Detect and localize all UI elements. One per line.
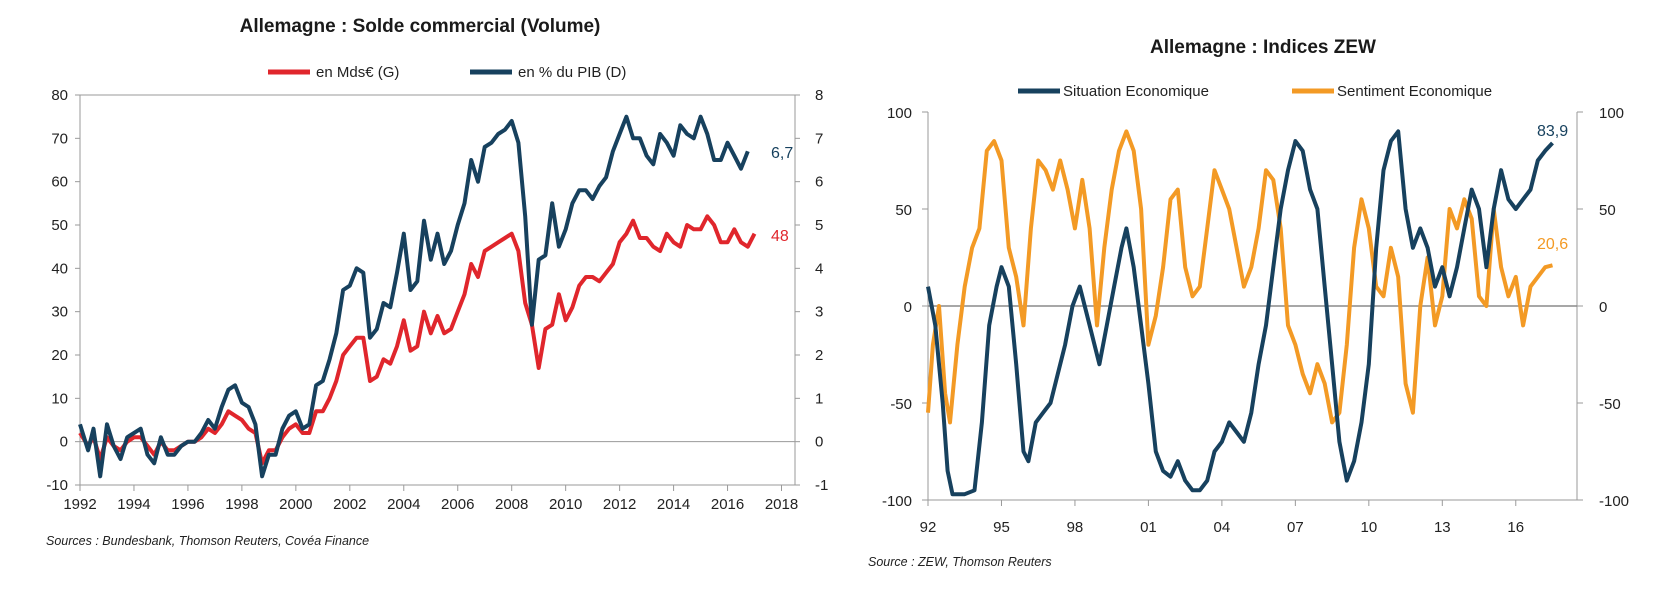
right-x-tick-label: 95 bbox=[993, 519, 1010, 536]
right-x-tick-label: 07 bbox=[1287, 519, 1304, 536]
left-x-tick-label: 1994 bbox=[117, 496, 150, 513]
left-x-tick-label: 1996 bbox=[171, 496, 204, 513]
right-chart-left-tick-label: -100 bbox=[882, 493, 912, 510]
right-end-label-sentiment: 20,6 bbox=[1537, 236, 1568, 253]
left-end-label-mds: 48 bbox=[771, 228, 789, 245]
left-y-tick-label: 70 bbox=[51, 130, 68, 147]
right-chart-left-tick-label: 100 bbox=[887, 105, 912, 122]
left-chart-right-y-tick-label: 1 bbox=[815, 390, 823, 407]
left-legend-label-mds: en Mds€ (G) bbox=[316, 64, 399, 81]
left-chart-right-y-tick-label: 3 bbox=[815, 304, 823, 321]
right-x-tick-label: 92 bbox=[920, 519, 937, 536]
right-chart: Allemagne : Indices ZEW Situation Econom… bbox=[868, 37, 1629, 569]
left-x-tick-label: 2008 bbox=[495, 496, 528, 513]
left-series-mds-line bbox=[78, 214, 757, 466]
left-plot-frame bbox=[79, 94, 796, 486]
right-x-tick-label: 10 bbox=[1360, 519, 1377, 536]
left-chart: Allemagne : Solde commercial (Volume) en… bbox=[46, 16, 828, 548]
right-chart-right-tick-label: -50 bbox=[1599, 396, 1621, 413]
right-chart-title: Allemagne : Indices ZEW bbox=[1150, 37, 1376, 58]
right-source-note: Source : ZEW, Thomson Reuters bbox=[868, 555, 1052, 569]
left-y-tick-label: 10 bbox=[51, 390, 68, 407]
left-end-label-pib: 6,7 bbox=[771, 145, 793, 162]
left-x-tick-label: 1998 bbox=[225, 496, 258, 513]
left-x-tick-label: 2012 bbox=[603, 496, 636, 513]
right-x-tick-label: 98 bbox=[1067, 519, 1084, 536]
right-chart-right-tick-label: -100 bbox=[1599, 493, 1629, 510]
left-x-tick-label: 2000 bbox=[279, 496, 312, 513]
left-y-tick-label: -10 bbox=[46, 477, 68, 494]
left-y-tick-label: 40 bbox=[51, 260, 68, 277]
left-chart-right-y-tick-label: 6 bbox=[815, 174, 823, 191]
right-legend-label-situation: Situation Economique bbox=[1063, 83, 1209, 100]
left-y-tick-label: 60 bbox=[51, 174, 68, 191]
left-y-tick-label: 80 bbox=[51, 87, 68, 104]
right-series-sentiment-line bbox=[926, 129, 1554, 425]
left-chart-right-y-tick-label: 2 bbox=[815, 347, 823, 364]
left-y-tick-label: 50 bbox=[51, 217, 68, 234]
left-x-tick-label: 2002 bbox=[333, 496, 366, 513]
right-axes: -100 -50 0 50 100 -100 -50 0 50 100 92 95 98 01 04 07 10… bbox=[882, 105, 1629, 536]
right-series-situation-line bbox=[926, 129, 1554, 497]
right-x-tick-label: 13 bbox=[1434, 519, 1451, 536]
left-x-tick-label: 1992 bbox=[63, 496, 96, 513]
right-chart-right-tick-label: 50 bbox=[1599, 202, 1616, 219]
left-chart-right-y-tick-label: 0 bbox=[815, 434, 823, 451]
left-chart-right-y-tick-label: 4 bbox=[815, 260, 823, 277]
left-chart-right-y-tick-label: 8 bbox=[815, 87, 823, 104]
left-series-pib-line bbox=[78, 114, 750, 479]
left-y-tick-label: 30 bbox=[51, 304, 68, 321]
right-x-tick-label: 04 bbox=[1214, 519, 1231, 536]
right-chart-right-tick-label: 0 bbox=[1599, 299, 1607, 316]
right-chart-left-tick-label: 50 bbox=[895, 202, 912, 219]
right-x-tick-label: 01 bbox=[1140, 519, 1157, 536]
left-x-tick-label: 2014 bbox=[657, 496, 690, 513]
left-legend-label-pib: en % du PIB (D) bbox=[518, 64, 626, 81]
left-y-tick-label: 20 bbox=[51, 347, 68, 364]
left-chart-right-y-tick-label: -1 bbox=[815, 477, 828, 494]
right-chart-right-tick-label: 100 bbox=[1599, 105, 1624, 122]
left-chart-right-y-tick-label: 5 bbox=[815, 217, 823, 234]
right-chart-left-tick-label: -50 bbox=[890, 396, 912, 413]
left-x-tick-label: 2018 bbox=[765, 496, 798, 513]
left-series-lines bbox=[78, 114, 757, 479]
right-series-lines bbox=[926, 129, 1554, 497]
left-x-tick-label: 2006 bbox=[441, 496, 474, 513]
left-source-note: Sources : Bundesbank, Thomson Reuters, C… bbox=[46, 534, 369, 548]
right-end-label-situation: 83,9 bbox=[1537, 123, 1568, 140]
left-x-tick-label: 2004 bbox=[387, 496, 420, 513]
left-chart-title: Allemagne : Solde commercial (Volume) bbox=[240, 16, 601, 37]
right-x-tick-label: 16 bbox=[1507, 519, 1524, 536]
left-x-tick-label: 2010 bbox=[549, 496, 582, 513]
left-chart-right-y-tick-label: 7 bbox=[815, 130, 823, 147]
left-y-tick-label: 0 bbox=[60, 434, 68, 451]
left-x-tick-label: 2016 bbox=[711, 496, 744, 513]
right-chart-left-tick-label: 0 bbox=[904, 299, 912, 316]
right-legend-label-sentiment: Sentiment Economique bbox=[1337, 83, 1492, 100]
